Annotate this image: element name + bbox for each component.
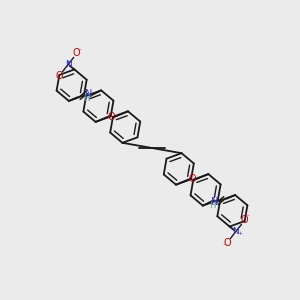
Text: H: H (209, 201, 215, 210)
Text: O: O (108, 112, 116, 122)
Text: ⁻: ⁻ (77, 46, 81, 55)
Text: O: O (188, 174, 196, 184)
Text: N: N (65, 60, 71, 69)
Text: +: + (238, 231, 243, 236)
Text: O: O (241, 215, 248, 225)
Text: O: O (224, 238, 231, 248)
Text: O: O (73, 49, 80, 58)
Text: N: N (85, 89, 93, 99)
Text: ⁻: ⁻ (55, 74, 59, 83)
Text: N: N (232, 227, 239, 236)
Text: ⁻: ⁻ (223, 241, 227, 250)
Text: ⁻: ⁻ (245, 213, 249, 222)
Text: N: N (212, 196, 219, 207)
Text: H: H (82, 94, 89, 103)
Text: O: O (56, 70, 63, 81)
Text: +: + (65, 60, 70, 65)
